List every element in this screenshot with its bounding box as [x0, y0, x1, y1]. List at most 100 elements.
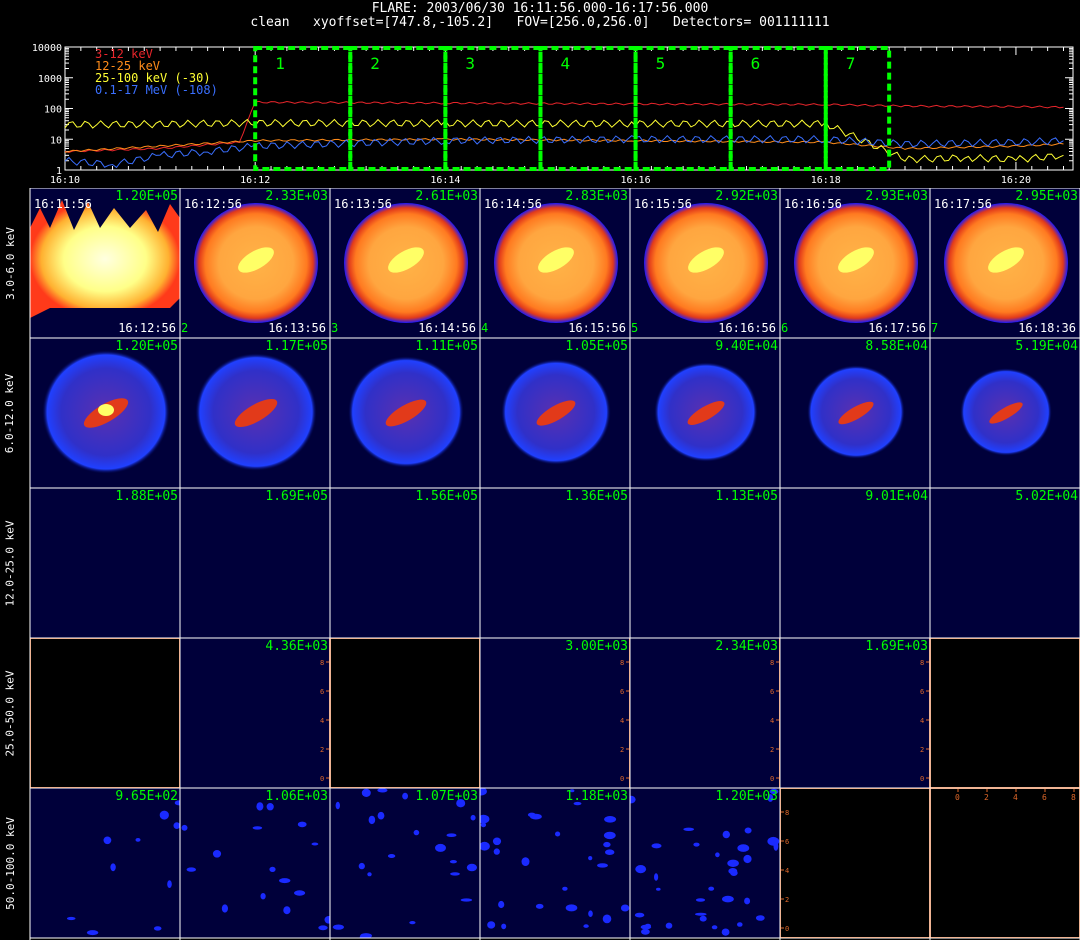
noise-speck — [630, 795, 636, 804]
panel-image — [332, 788, 477, 938]
panel-max-value: 2.34E+03 — [715, 639, 778, 654]
image-panel: 1.20E+05 — [30, 338, 180, 488]
panel-max-value: 1.20E+05 — [115, 339, 178, 354]
noise-speck — [368, 815, 376, 825]
axis-tick-label: 8 — [1071, 793, 1076, 802]
y-tick-label: 100 — [44, 105, 62, 116]
noise-speck — [103, 836, 112, 845]
row-label: 25.0-50.0 keV — [0, 638, 20, 788]
axis-tick-label: 8 — [785, 809, 789, 817]
panel-start-time: 16:16:56 — [784, 197, 842, 211]
panel-max-value: 3.00E+03 — [565, 639, 628, 654]
panel-max-value: 1.20E+05 — [115, 189, 178, 204]
noise-speck — [480, 788, 487, 796]
noise-speck — [501, 923, 507, 930]
panel-max-value: 5.02E+04 — [1015, 489, 1078, 504]
panel-border — [780, 788, 930, 938]
row-label-text: 25.0-50.0 keV — [3, 669, 17, 757]
axis-tick-label: 2 — [620, 746, 624, 754]
row-label: 6.0-12.0 keV — [0, 338, 20, 488]
panel-image — [930, 638, 1080, 788]
noise-speck — [641, 928, 650, 935]
noise-speck — [597, 863, 608, 868]
source-peak — [98, 404, 114, 416]
axis-tick-label: 0 — [770, 775, 774, 783]
noise-speck — [737, 844, 750, 852]
panel-image — [181, 802, 330, 931]
interval-box — [253, 46, 353, 171]
noise-speck — [521, 857, 530, 866]
panel-image — [807, 365, 905, 459]
noise-speck — [466, 863, 477, 872]
noise-speck — [256, 802, 264, 811]
panel-start-time: 16:13:56 — [334, 197, 392, 211]
panel-start-time: 16:12:56 — [184, 197, 242, 211]
noise-speck — [565, 904, 578, 912]
plot-subtitle: clean xyoffset=[747.8,-105.2] FOV=[256.0… — [250, 15, 830, 30]
interval-box — [443, 46, 543, 171]
interval-label: 6 — [751, 54, 761, 73]
row-label-text: 12.0-25.0 keV — [3, 519, 17, 607]
noise-speck — [252, 826, 263, 830]
legend-entry: 25-100 keV (-30) — [95, 71, 211, 85]
axis-tick-label: 6 — [920, 688, 924, 696]
image-panel — [30, 638, 180, 788]
noise-speck — [569, 789, 575, 793]
image-panel: 1.13E+05 — [630, 488, 780, 638]
noise-speck — [654, 873, 659, 881]
axis-tick-label: 2 — [785, 896, 789, 904]
series-line-1 — [64, 137, 1064, 153]
panel-end-time: 16:18:36 — [1018, 321, 1076, 335]
noise-speck — [361, 788, 371, 797]
interval-box — [823, 46, 892, 171]
noise-speck — [480, 822, 487, 828]
image-panel: 0 2 4 6 8 — [930, 788, 1080, 938]
noise-speck — [297, 821, 307, 828]
noise-speck — [167, 880, 172, 888]
image-panel: 2.93E+03 16:16:56 16:17:56 6 — [780, 188, 930, 338]
noise-speck — [66, 916, 76, 921]
panel-image — [30, 188, 180, 338]
noise-speck — [283, 906, 291, 915]
axis-tick-label: 8 — [320, 659, 324, 667]
noise-speck — [324, 916, 330, 924]
source-core — [238, 247, 274, 273]
panel-image — [794, 203, 918, 323]
noise-speck — [620, 904, 630, 912]
image-panel: 0 2 4 6 8 1.69E+03 — [780, 638, 930, 788]
panel-image — [780, 488, 930, 638]
panel-max-value: 2.33E+03 — [265, 189, 328, 204]
axis-tick-label: 6 — [620, 688, 624, 696]
noise-speck — [269, 866, 276, 872]
interval-label: 2 — [370, 54, 380, 73]
panel-max-value: 1.18E+03 — [565, 789, 628, 804]
panel-index: 4 — [481, 321, 489, 335]
panel-max-value: 1.07E+03 — [415, 789, 478, 804]
noise-speck — [603, 841, 611, 848]
noise-speck — [562, 886, 568, 891]
axis-tick-label: 4 — [785, 867, 789, 875]
panel-index: 2 — [181, 321, 189, 335]
image-panel: 1.18E+03 — [480, 788, 630, 938]
panel-image — [180, 488, 330, 638]
noise-speck — [402, 792, 408, 800]
axis-tick-label: 0 — [320, 775, 324, 783]
image-panel: 2.33E+03 16:12:56 16:13:56 2 — [180, 188, 330, 338]
noise-speck — [728, 868, 738, 875]
noise-speck — [769, 788, 779, 795]
noise-speck — [387, 854, 396, 858]
interval-box — [728, 46, 828, 171]
interval-label: 7 — [846, 54, 856, 73]
panel-image — [66, 800, 180, 936]
panel-image — [960, 368, 1052, 456]
image-panel: 0 2 4 6 8 2.34E+03 — [630, 638, 780, 788]
panel-image — [344, 203, 468, 323]
noise-speck — [450, 872, 460, 876]
source-core — [688, 247, 724, 273]
axis-tick-label: 8 — [770, 659, 774, 667]
series-line-0 — [64, 100, 1064, 153]
noise-speck — [409, 921, 416, 925]
noise-speck — [583, 924, 589, 928]
noise-speck — [212, 850, 222, 858]
panel-image: 0 2 4 6 8 — [620, 638, 630, 788]
